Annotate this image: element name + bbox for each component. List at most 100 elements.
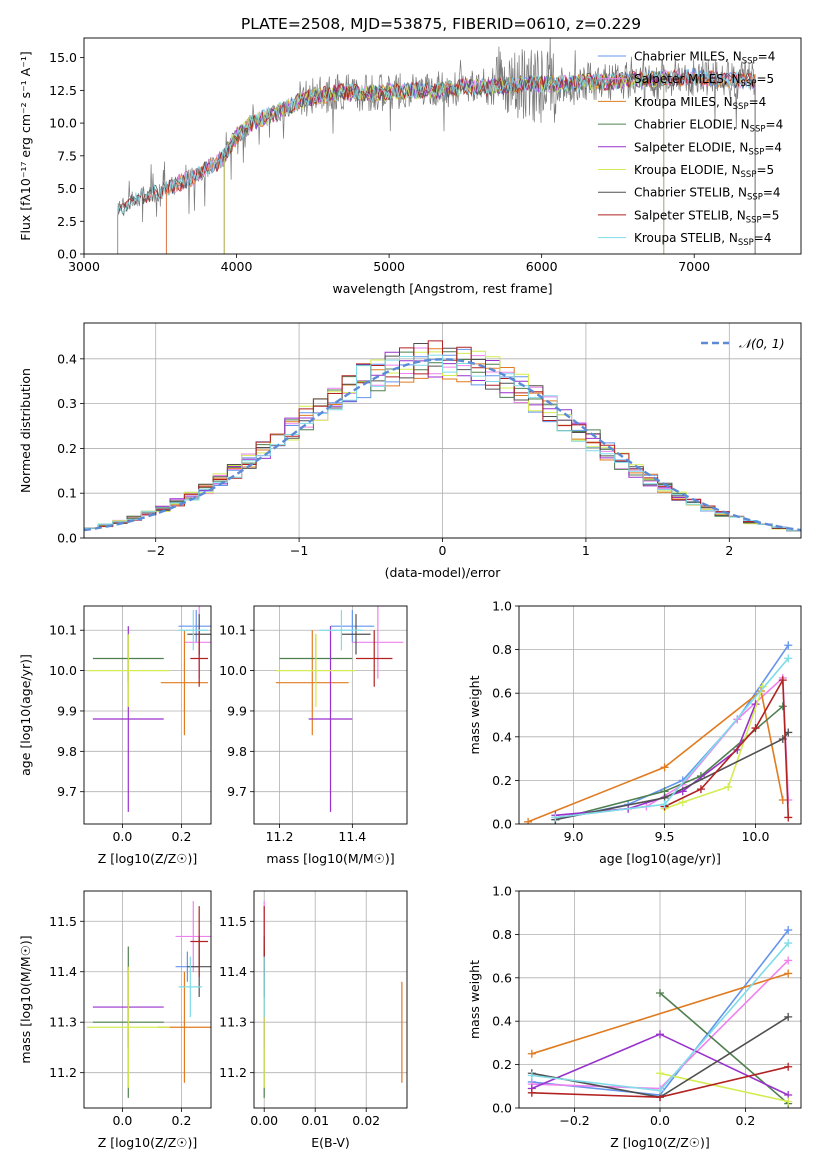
axes-frame [518, 890, 802, 1109]
weight-marker [524, 817, 533, 824]
x-tick-label: 0.2 [172, 1113, 192, 1128]
weight-marker [527, 1088, 536, 1097]
legend-subscript: SSP [733, 102, 749, 112]
y-axis-label: age [log10(age/yr)] [18, 654, 33, 776]
error-bar-point [190, 630, 209, 687]
error-bar-point [341, 614, 371, 655]
legend-subscript: SSP [741, 170, 757, 180]
error-bar-point [275, 630, 349, 736]
axes: 3000 4000 5000 6000 7000 0.0 2.5 5.0 7.5 10.0 12.5… [18, 37, 802, 296]
y-tick-label: 0.3 [57, 396, 77, 411]
error-bar-point [330, 610, 375, 643]
axes: 11.2 11.4 9.7 9.8 9.9 10.0 10.1 mass [log10(M/M… [219, 605, 408, 866]
mass-weight-vs-metallicity-panel: −0.2 0.0 0.2 0.0 0.2 0.4 0.6 0.8 1.0 Z [log10(Z/Z… [467, 884, 802, 1150]
weight-marker [778, 702, 787, 711]
weight-series [524, 687, 787, 824]
weight-series [527, 969, 793, 1058]
weight-marker [527, 1049, 536, 1058]
weight-marker [784, 939, 793, 948]
weight-marker [656, 1030, 664, 1039]
y-axis-label: mass weight [467, 675, 482, 754]
x-tick-label: 0 [439, 543, 447, 558]
weight-series [656, 988, 793, 1108]
legend-count: =4 [758, 50, 776, 64]
y-tick-label: 11.2 [219, 1065, 247, 1080]
weight-marker [656, 988, 664, 997]
y-tick-label: 0.1 [57, 486, 77, 501]
weight-line [527, 689, 784, 823]
legend-subscript: SSP [746, 215, 762, 225]
y-tick-label: 0.2 [492, 773, 512, 788]
legend-subscript: SSP [747, 193, 763, 203]
plot-area [84, 340, 801, 538]
weight-series [527, 939, 793, 1095]
error-bar-point [319, 610, 364, 651]
error-bar-point [178, 610, 211, 643]
weight-line [659, 1072, 789, 1103]
weight-marker [660, 763, 669, 772]
grid [519, 605, 801, 825]
error-bar-point [86, 634, 170, 707]
chart-title: PLATE=2508, MJD=53875, FIBERID=0610, z=0… [241, 15, 641, 33]
legend-count: =5 [756, 72, 774, 86]
legend-count: =4 [764, 140, 782, 154]
x-tick-label: −1 [290, 543, 308, 558]
age-vs-metallicity-panel: 0.0 0.2 9.7 9.8 9.9 10.0 10.1 Z [log10(Z/Z☉)] ag… [18, 605, 212, 866]
legend-count: =5 [762, 208, 780, 222]
y-tick-label: 0.2 [492, 1057, 512, 1072]
weight-marker [784, 813, 793, 822]
grid [84, 606, 211, 824]
x-axis-label: age [log10(age/yr)] [599, 851, 721, 866]
error-bar-point [356, 630, 393, 687]
weight-marker [527, 1071, 536, 1080]
x-axis-label: wavelength [Angstrom, rest frame] [332, 281, 552, 296]
legend-count: =5 [756, 163, 774, 177]
y-tick-label: 11.5 [49, 914, 77, 929]
x-axis-label: Z [log10(Z/Z☉)] [98, 1135, 198, 1150]
legend: Chabrier MILES, NSSP=4 Salpeter MILES, NS… [598, 50, 783, 248]
y-tick-label: 15.0 [49, 50, 77, 65]
weight-marker [678, 798, 687, 807]
weight-marker [778, 796, 787, 805]
y-tick-label: 0.4 [492, 729, 512, 744]
x-tick-label: 7000 [678, 259, 710, 274]
model-spectrum-line [223, 71, 665, 254]
residual-histogram [84, 354, 801, 538]
plot-area [86, 901, 211, 1098]
model-spectrum-line [223, 70, 665, 254]
y-tick-label: 0.0 [57, 247, 77, 262]
error-bar-point [175, 901, 211, 972]
weight-marker [551, 813, 560, 822]
legend-label: Kroupa STELIB, NSSP=4 [634, 231, 772, 248]
x-tick-label: 9.0 [564, 829, 584, 844]
y-tick-label: 0.8 [492, 927, 512, 942]
x-tick-label: −2 [146, 543, 164, 558]
model-spectrum-line [223, 72, 665, 254]
axes: −2 −1 0 1 2 0.0 0.1 0.2 0.3 0.4 (data-model)/error… [18, 322, 802, 580]
y-tick-label: 0.0 [492, 1101, 512, 1116]
weight-marker [751, 724, 760, 733]
weight-marker [784, 956, 793, 965]
weight-marker [656, 1086, 664, 1095]
legend-label: Salpeter ELODIE, NSSP=4 [634, 140, 782, 157]
y-tick-label: 11.4 [49, 964, 77, 979]
legend-subscript: SSP [738, 238, 754, 248]
y-tick-label: 11.5 [219, 914, 247, 929]
axes: 0.00 0.01 0.02 11.2 11.3 11.4 11.5 E(B-V) [219, 890, 408, 1150]
legend-label: Kroupa MILES, NSSP=4 [634, 95, 766, 112]
legend-label: Chabrier STELIB, NSSP=4 [634, 186, 781, 203]
error-bar-point [160, 630, 209, 736]
x-tick-label: 6000 [526, 259, 558, 274]
axes: −0.2 0.0 0.2 0.0 0.2 0.4 0.6 0.8 1.0 Z [log10(Z/Z… [467, 884, 802, 1150]
y-tick-label: 10.0 [49, 116, 77, 131]
grid [254, 891, 407, 1108]
y-axis-label: Flux [fλ10⁻¹⁷ erg cm⁻² s⁻¹ A⁻¹] [18, 51, 33, 240]
age-vs-mass-panel: 11.2 11.4 9.7 9.8 9.9 10.0 10.1 mass [log10(M/M… [219, 605, 408, 866]
legend-label: Chabrier MILES, NSSP=4 [634, 50, 775, 67]
error-bar-point [178, 956, 203, 1018]
y-tick-label: 0.4 [492, 1014, 512, 1029]
y-tick-label: 9.7 [227, 784, 247, 799]
weight-series [656, 1069, 793, 1106]
axes: 0.0 0.2 11.2 11.3 11.4 11.5 Z [log10(Z/Z☉)] mas… [18, 890, 212, 1150]
